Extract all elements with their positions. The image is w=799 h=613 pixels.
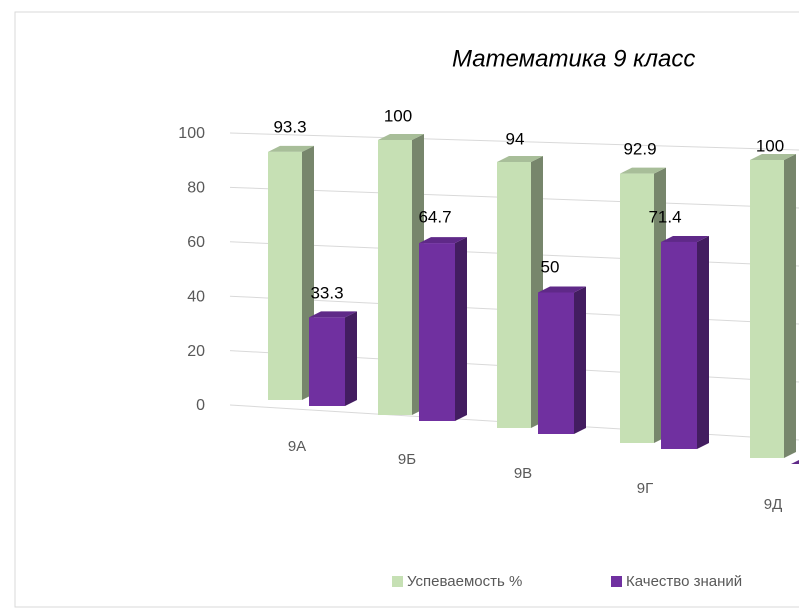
bar [750, 160, 784, 458]
y-tick-label: 20 [187, 343, 205, 360]
bar-top [378, 134, 424, 140]
legend-label: Успеваемость % [407, 573, 522, 590]
y-tick-label: 100 [178, 125, 205, 142]
bar-side [574, 286, 586, 434]
bar-side [345, 311, 357, 406]
y-tick-label: 60 [187, 234, 205, 251]
bar-top [309, 311, 357, 318]
bar [620, 173, 654, 443]
data-label: 93.3 [273, 117, 306, 136]
legend-swatch [611, 576, 622, 587]
legend-label: Качество знаний [626, 573, 742, 590]
bar-top [791, 460, 799, 464]
legend-swatch [392, 576, 403, 587]
bar [268, 151, 302, 400]
x-tick-label: 9Г [637, 480, 653, 497]
data-label: 94 [506, 129, 525, 148]
bar [497, 161, 531, 429]
bar-side [455, 237, 467, 421]
bar-top [538, 286, 586, 293]
bar-side [784, 154, 796, 458]
y-tick-label: 80 [187, 180, 205, 197]
bar [309, 317, 345, 406]
x-tick-label: 9Б [398, 451, 416, 468]
data-label: 92.9 [623, 139, 656, 158]
bar-top [661, 235, 709, 242]
bar [661, 241, 697, 449]
bar-side [697, 235, 709, 449]
data-label: 64.7 [418, 207, 451, 226]
x-tick-label: 9Д [764, 496, 783, 513]
bar-top [497, 155, 543, 162]
bar-top [620, 167, 666, 174]
x-tick-label: 9А [288, 438, 306, 455]
chart-title: Математика 9 класс [452, 45, 695, 72]
data-label: 50 [541, 257, 560, 276]
bar-top [268, 145, 314, 152]
data-label: 71.4 [648, 207, 681, 226]
x-tick-label: 9В [514, 465, 532, 482]
bar [378, 140, 412, 415]
grid-line [229, 132, 799, 151]
data-label: 100 [756, 136, 784, 155]
data-label: 33.3 [310, 283, 343, 302]
bar-top [419, 237, 467, 244]
bar [419, 243, 455, 421]
data-label: 100 [384, 106, 412, 125]
bar [538, 292, 574, 434]
y-tick-label: 0 [196, 397, 205, 414]
bar-top [750, 154, 796, 160]
y-tick-label: 40 [187, 288, 205, 305]
